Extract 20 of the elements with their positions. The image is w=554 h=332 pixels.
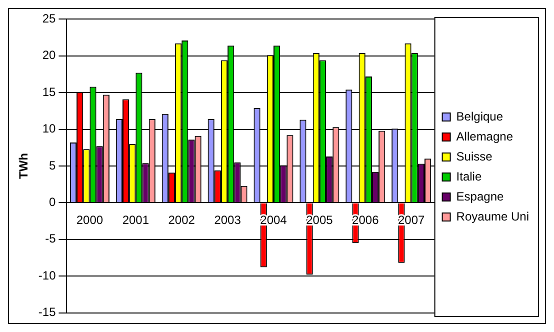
y-tick-label: 15: [42, 84, 56, 99]
y-tick-label: -10: [38, 268, 56, 282]
x-tick-label: 2003: [214, 213, 242, 228]
legend-label: Belgique: [456, 109, 504, 124]
legend-label: Suisse: [456, 149, 493, 164]
x-tick-label: 2001: [122, 213, 150, 228]
legend-label: Allemagne: [456, 129, 514, 144]
y-tick-label: -5: [45, 232, 56, 246]
y-tick-label: 20: [42, 48, 56, 62]
legend-label: Royaume Uni: [456, 209, 530, 224]
x-tick-label: 2000: [76, 213, 104, 228]
x-tick-label: 2002: [168, 213, 196, 228]
y-tick-label: 10: [42, 122, 56, 136]
y-tick-label: 25: [42, 12, 56, 26]
y-tick-label: -15: [38, 305, 56, 320]
y-axis-title: TWh: [16, 153, 31, 179]
y-tick-label: 5: [49, 158, 56, 172]
y-tick-label: 0: [49, 195, 56, 210]
legend-label: Italie: [456, 169, 482, 184]
legend-label: Espagne: [456, 189, 504, 204]
